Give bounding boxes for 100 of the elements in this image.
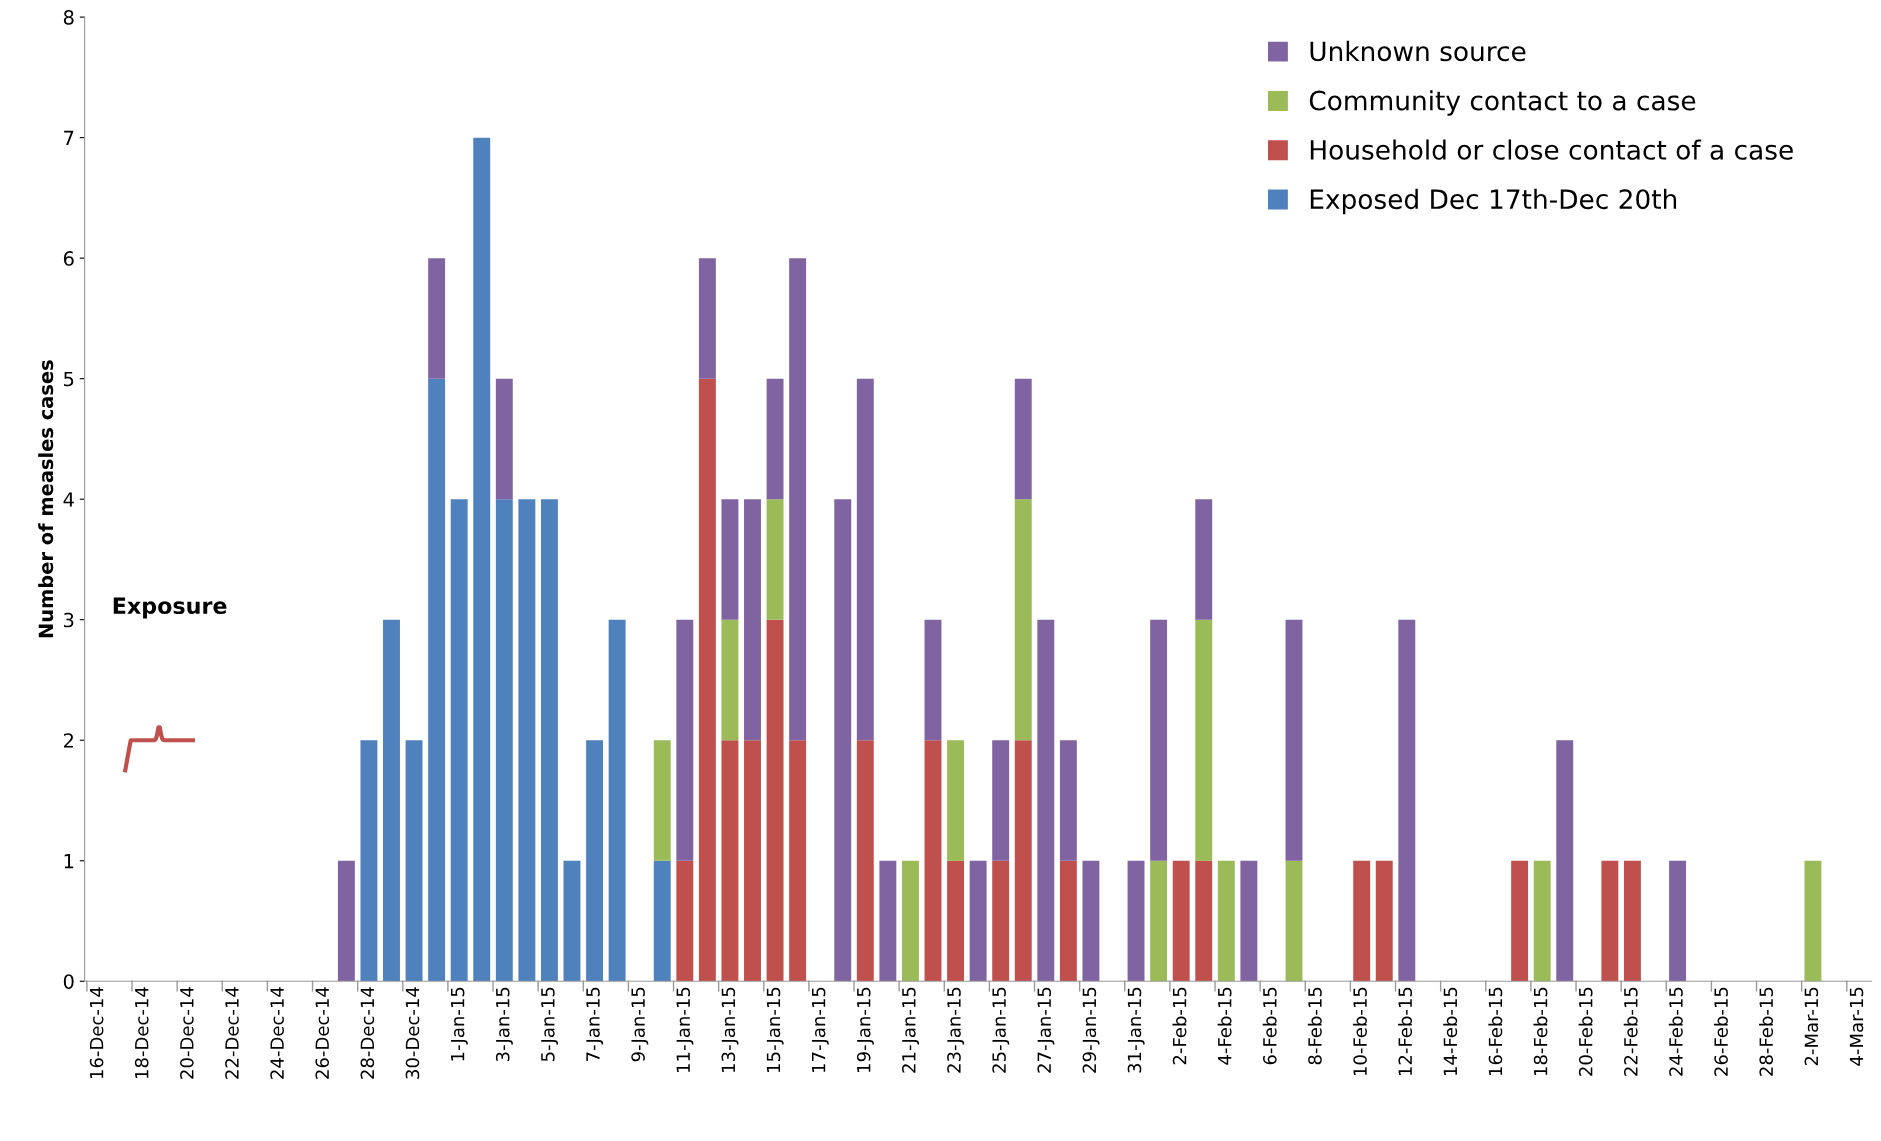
x-tick-label: 12-Feb-15 — [1398, 987, 1413, 1076]
bar — [540, 499, 558, 982]
bar — [1217, 860, 1235, 982]
x-tick-label: 24-Feb-15 — [1668, 987, 1683, 1076]
bar — [698, 378, 716, 982]
bar — [698, 258, 716, 379]
legend-label: Community contact to a case — [1309, 90, 1696, 116]
x-tick-label: 14-Feb-15 — [1443, 987, 1458, 1076]
y-tick-label: 0 — [63, 974, 74, 989]
bar — [608, 619, 626, 982]
bar — [428, 258, 446, 379]
bar — [834, 499, 852, 982]
x-tick-label: 16-Dec-14 — [89, 987, 104, 1079]
y-tick-label: 4 — [63, 492, 74, 507]
bar — [1623, 860, 1641, 982]
bar — [992, 740, 1010, 861]
x-tick-label: 16-Feb-15 — [1488, 987, 1503, 1076]
x-tick-label: 19-Jan-15 — [856, 987, 874, 1072]
bar — [766, 499, 784, 620]
bar — [766, 378, 784, 500]
bar — [1285, 860, 1303, 982]
bar — [856, 378, 874, 741]
bar — [1195, 499, 1213, 620]
x-tick-label: 18-Dec-14 — [134, 987, 149, 1079]
bar — [360, 740, 378, 982]
annotation: Exposure — [113, 597, 227, 619]
bar — [653, 740, 671, 861]
bar — [473, 137, 491, 982]
bar — [1037, 619, 1055, 982]
x-tick-label: 7-Jan-15 — [586, 987, 604, 1061]
x-tick-label: 17-Jan-15 — [812, 987, 829, 1072]
bar — [1059, 860, 1077, 982]
bar — [676, 860, 694, 982]
bar — [1172, 860, 1190, 982]
x-tick-label: 26-Feb-15 — [1713, 987, 1728, 1076]
bar — [1059, 740, 1077, 861]
bar — [428, 378, 446, 982]
x-tick-label: 26-Dec-14 — [315, 987, 330, 1079]
y-tick-label: 5 — [64, 371, 74, 387]
bar — [1150, 619, 1168, 861]
y-tick-label: 3 — [64, 612, 74, 628]
bar — [337, 860, 355, 982]
bar — [789, 258, 807, 741]
legend-label: Unknown source — [1310, 40, 1526, 62]
bar — [1375, 860, 1393, 982]
bar — [992, 860, 1010, 982]
x-tick-label: 23-Jan-15 — [947, 987, 965, 1073]
bar — [901, 860, 919, 982]
bar — [924, 740, 942, 982]
x-tick-label: 10-Feb-15 — [1352, 987, 1367, 1076]
bar — [789, 740, 807, 982]
bar — [586, 740, 604, 982]
bar — [450, 499, 468, 982]
bar — [924, 619, 942, 741]
bar — [1556, 740, 1574, 982]
bar — [405, 740, 423, 982]
bar — [1014, 499, 1032, 741]
bar — [1195, 619, 1213, 861]
x-tick-label: 22-Feb-15 — [1623, 987, 1638, 1076]
x-tick-label: 13-Jan-15 — [721, 987, 739, 1072]
x-tick-label: 1-Jan-15 — [451, 987, 468, 1061]
bar — [1082, 860, 1100, 982]
x-tick-label: 11-Jan-15 — [676, 987, 694, 1072]
bar — [1240, 860, 1258, 982]
x-tick-label: 21-Jan-15 — [902, 987, 920, 1073]
bar — [1669, 860, 1687, 982]
y-tick-label: 7 — [64, 130, 74, 146]
y-axis-title: Number of measles cases — [38, 360, 54, 638]
x-tick-label: 2-Mar-15 — [1804, 987, 1819, 1066]
bar — [1285, 619, 1303, 861]
bar — [1353, 860, 1371, 982]
bar — [383, 619, 400, 982]
bar — [1533, 860, 1551, 982]
bar — [1804, 860, 1822, 982]
x-tick-label: 5-Jan-15 — [541, 987, 559, 1062]
bar — [518, 499, 536, 982]
bar — [1398, 619, 1416, 982]
bar — [744, 499, 761, 741]
bar — [766, 619, 784, 982]
y-tick-label: 2 — [63, 733, 73, 748]
y-tick-label: 8 — [63, 10, 74, 25]
x-tick-label: 4-Mar-15 — [1849, 987, 1864, 1066]
bar — [563, 860, 581, 982]
bar — [495, 499, 513, 982]
bar — [1601, 860, 1619, 982]
x-tick-label: 6-Feb-15 — [1262, 987, 1277, 1065]
bar — [653, 860, 671, 982]
bar — [1127, 860, 1145, 982]
x-tick-label: 28-Feb-15 — [1759, 987, 1774, 1076]
bar — [1511, 860, 1529, 982]
x-tick-label: 27-Jan-15 — [1037, 987, 1055, 1073]
x-tick-label: 9-Jan-15 — [631, 987, 649, 1062]
bar — [969, 860, 987, 982]
bar — [721, 499, 739, 620]
bar — [1014, 378, 1032, 500]
x-tick-label: 29-Jan-15 — [1082, 987, 1100, 1073]
x-tick-label: 22-Dec-14 — [225, 987, 239, 1079]
bar — [947, 860, 965, 982]
x-tick-label: 8-Feb-15 — [1307, 987, 1322, 1065]
bar — [676, 619, 694, 861]
